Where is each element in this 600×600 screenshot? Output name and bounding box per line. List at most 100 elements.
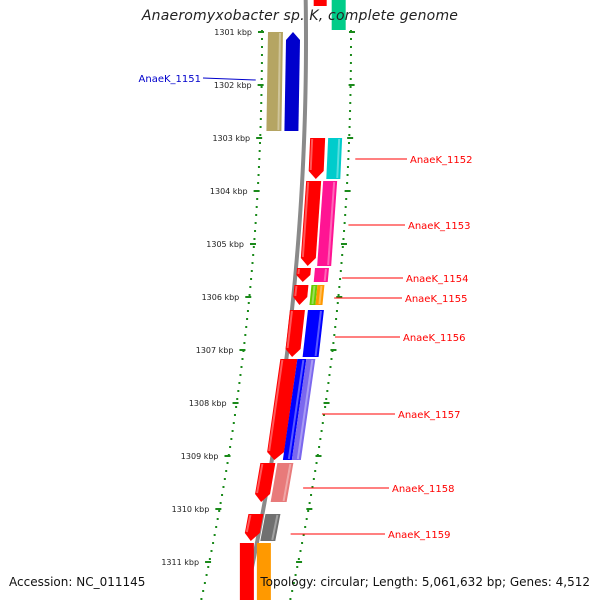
label-layer: AnaeK_1151 AnaeK_1152 AnaeK_1153 AnaeK_1154…: [139, 74, 473, 541]
gene-arrow[interactable]: [284, 32, 300, 131]
scale-dot-left: [235, 406, 238, 408]
feature-highlight: [311, 285, 316, 305]
scale-tick-left: [249, 243, 256, 245]
scale-dot-right: [344, 214, 347, 216]
scale-dot-right: [326, 390, 329, 392]
scale-dot-right: [294, 574, 297, 576]
scale-dot-left: [200, 598, 203, 600]
scale-label: 1304 kbp: [210, 187, 248, 196]
gene-label[interactable]: AnaeK_1155: [405, 294, 467, 305]
scale-label: 1301 kbp: [214, 28, 252, 37]
gene-arrow[interactable]: [296, 268, 311, 282]
gene-feature-band[interactable]: [302, 310, 324, 357]
gene-arrow[interactable]: [255, 463, 276, 502]
gene-label[interactable]: AnaeK_1152: [410, 155, 472, 166]
scale-dot-left: [202, 590, 205, 592]
scale-dot-left: [260, 46, 263, 48]
gene-arrow-partial[interactable]: [313, 0, 327, 6]
scale-tick-left: [245, 296, 252, 298]
scale-dot-left: [232, 422, 235, 424]
gene-arrow[interactable]: [267, 359, 298, 460]
scale-dot-right: [339, 278, 342, 280]
scale-dot-right: [311, 486, 314, 488]
gene-feature-band[interactable]: [315, 285, 325, 305]
scale-dot-right: [318, 446, 321, 448]
gene-arrow[interactable]: [285, 310, 305, 357]
gene-arrow[interactable]: [244, 514, 264, 541]
scale-dot-right: [329, 366, 332, 368]
scale-dot-left: [260, 102, 263, 104]
scale-dot-right: [343, 222, 346, 224]
gene-layer: [239, 0, 346, 600]
gene-feature-band[interactable]: [313, 268, 329, 282]
scale-dot-right: [340, 262, 343, 264]
scale-tick-right: [323, 402, 330, 404]
gene-label[interactable]: AnaeK_1157: [398, 410, 460, 421]
gene-label[interactable]: AnaeK_1156: [403, 333, 465, 344]
scale-dot-right: [328, 374, 331, 376]
gene-feature-band[interactable]: [326, 138, 343, 179]
gene-feature-band[interactable]: [266, 32, 283, 131]
feature-highlight: [296, 359, 314, 460]
scale-dot-right: [347, 142, 350, 144]
scale-dot-left: [250, 278, 253, 280]
scale-label: 1303 kbp: [212, 134, 250, 143]
gene-label[interactable]: AnaeK_1154: [406, 274, 468, 285]
gene-feature-band[interactable]: [309, 285, 318, 305]
scale-dot-left: [238, 382, 241, 384]
scale-dot-right: [348, 118, 351, 120]
backbone-layer: 1301 kbp 1302 kbp 1303 kbp 1304 kbp 1305 kbp…: [161, 0, 355, 600]
gene-label[interactable]: AnaeK_1151: [139, 74, 201, 85]
gene-leader-line: [202, 77, 256, 81]
scale-tick-left: [232, 402, 239, 404]
scale-dot-left: [256, 198, 259, 200]
gene-feature-band[interactable]: [282, 359, 307, 460]
gene-feature-band[interactable]: [270, 463, 294, 502]
scale-dot-right: [345, 198, 348, 200]
scale-tick-left: [224, 455, 231, 457]
gene-label[interactable]: AnaeK_1158: [392, 484, 454, 495]
scale-dot-left: [260, 62, 263, 64]
scale-tick-left: [253, 190, 260, 192]
scale-tick-left: [215, 508, 222, 510]
scale-dot-left: [249, 286, 252, 288]
scale-dot-right: [348, 134, 351, 136]
scale-dot-left: [246, 310, 249, 312]
gene-feature-band[interactable]: [317, 181, 338, 266]
gene-arrow[interactable]: [308, 138, 326, 179]
scale-dot-left: [259, 134, 262, 136]
scale-dot-right: [349, 62, 352, 64]
scale-dot-right: [349, 46, 352, 48]
genome-summary-text: Topology: circular; Length: 5,061,632 bp…: [260, 575, 590, 589]
scale-tick-right: [348, 84, 355, 86]
gene-label[interactable]: AnaeK_1159: [388, 530, 450, 541]
scale-dot-left: [260, 38, 263, 40]
scale-dot-left: [233, 414, 236, 416]
scale-dot-right: [347, 158, 350, 160]
scale-dot-left: [260, 54, 263, 56]
gene-highlight: [301, 181, 310, 258]
scale-dot-right: [342, 238, 345, 240]
gene-arrow-partial[interactable]: [239, 543, 254, 600]
gene-feature-band[interactable]: [291, 359, 316, 460]
scale-dot-left: [225, 470, 228, 472]
scale-dot-left: [221, 494, 224, 496]
scale-dot-right: [346, 174, 349, 176]
scale-tick-left: [257, 84, 264, 86]
gene-feature-partial[interactable]: [331, 0, 346, 30]
scale-dot-left: [230, 438, 233, 440]
scale-dot-right: [324, 406, 327, 408]
scale-label: 1302 kbp: [214, 81, 252, 90]
scale-dot-left: [218, 510, 221, 512]
gene-arrow[interactable]: [293, 285, 309, 305]
scale-dot-right: [349, 110, 352, 112]
gene-feature-band[interactable]: [260, 514, 281, 541]
scale-dot-right: [349, 94, 352, 96]
gene-feature-partial[interactable]: [256, 543, 271, 600]
scale-dot-left: [208, 558, 211, 560]
scale-dot-left: [240, 366, 243, 368]
gene-label[interactable]: AnaeK_1153: [408, 221, 470, 232]
gene-arrow[interactable]: [300, 181, 322, 266]
